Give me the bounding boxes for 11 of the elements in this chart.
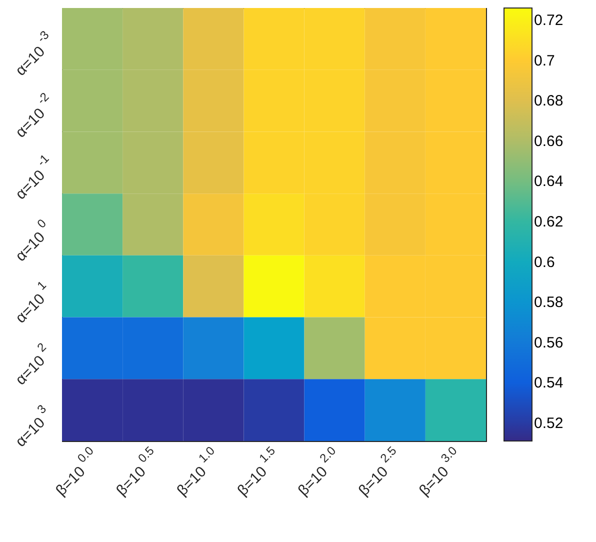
color-bar-label: 0.58 (534, 294, 564, 312)
color-bar-label: 0.7 (534, 52, 555, 70)
color-bar-label: 0.54 (534, 374, 564, 392)
color-bar-label: 0.56 (534, 334, 564, 352)
color-bar-label: 0.6 (534, 254, 555, 271)
color-bar-label: 0.66 (534, 132, 564, 150)
color-bar-label: 0.68 (534, 92, 564, 110)
color-bar-label: 0.64 (534, 173, 564, 190)
color-bar-label: 0.52 (534, 414, 564, 432)
color-bar-label: 0.72 (534, 12, 564, 30)
color-bar-label: 0.62 (534, 213, 564, 230)
